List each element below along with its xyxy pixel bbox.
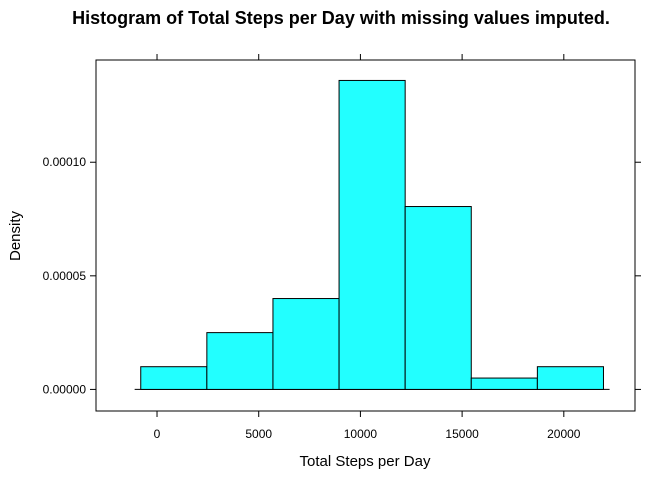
y-axis-label: Density [7, 210, 24, 261]
x-tick-label: 0 [154, 427, 161, 441]
histogram-bar-6 [470, 377, 538, 390]
chart-title: Histogram of Total Steps per Day with mi… [72, 8, 610, 28]
x-tick-label: 15000 [445, 427, 479, 441]
x-tick-label: 5000 [245, 427, 272, 441]
y-tick-label: 0.00000 [43, 382, 87, 396]
y-tick-label: 0.00005 [43, 269, 87, 283]
x-tick-label: 10000 [344, 427, 378, 441]
histogram-bar-7 [536, 366, 604, 390]
x-tick-label: 20000 [547, 427, 581, 441]
histogram-bar-3 [272, 298, 340, 390]
histogram-bar-4 [338, 79, 406, 390]
y-tick-label: 0.00010 [43, 155, 87, 169]
histogram-bar-2 [206, 332, 274, 390]
histogram-bar-5 [404, 206, 472, 390]
histogram-bar-1 [140, 366, 208, 390]
plot-frame [95, 59, 636, 412]
bars-layer [134, 79, 610, 390]
x-axis-label: Total Steps per Day [300, 453, 431, 470]
ticks-layer: 0 5000 10000 15000 20000 0.00000 0.00005 0.0001… [43, 54, 641, 441]
